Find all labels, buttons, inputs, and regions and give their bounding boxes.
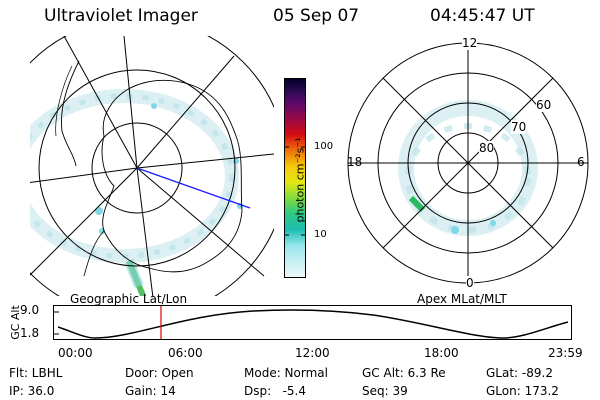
magnetic-polar-plot [347, 42, 589, 284]
mlt-label-0: 0 [466, 276, 474, 290]
instrument-title: Ultraviolet Imager [44, 6, 198, 26]
altitude-tick-high: 9.0 [20, 303, 40, 317]
left-panel-label: Geographic Lat/Lon [70, 292, 188, 306]
mlt-label-12: 12 [462, 36, 478, 50]
dsp-info: Dsp: -5.4 [244, 384, 307, 398]
time-label: 04:45:47 UT [430, 6, 535, 26]
time-tick-1800: 18:00 [424, 346, 459, 360]
seq-info: Seq: 39 [362, 384, 408, 398]
altitude-tick-low: 1.8 [20, 326, 40, 340]
mlat-label-70: 70 [511, 120, 527, 134]
ip-info: IP: 36.0 [9, 384, 55, 398]
mlat-label-80: 80 [479, 141, 495, 155]
mlt-label-6: 6 [577, 155, 585, 169]
gain-info: Gain: 14 [125, 384, 176, 398]
filter-info: Flt: LBHL [9, 366, 63, 380]
glon-info: GLon: 173.2 [486, 384, 559, 398]
altitude-curve [57, 309, 569, 339]
south-america-coast [61, 60, 80, 167]
antarctica-coastline [101, 79, 243, 273]
colorbar-tick-10: 10 [314, 229, 327, 240]
altitude-plot [53, 305, 572, 340]
colorbar-tick-100: 100 [314, 141, 334, 152]
color-scale-bar [284, 78, 306, 278]
mode-info: Mode: Normal [244, 366, 328, 380]
colorbar-unit-label: photon cm⁻²s⁻¹ [293, 137, 307, 223]
time-tick-0000: 00:00 [58, 346, 93, 360]
gc-alt-info: GC Alt: 6.3 Re [362, 366, 446, 380]
geographic-map [30, 36, 274, 296]
aurora-emission-left [30, 89, 243, 296]
time-tick-2359: 23:59 [548, 346, 583, 360]
date-label: 05 Sep 07 [273, 6, 360, 26]
right-panel-label: Apex MLat/MLT [417, 292, 507, 306]
time-tick-1200: 12:00 [295, 346, 330, 360]
mlat-label-60: 60 [536, 98, 552, 112]
door-info: Door: Open [125, 366, 194, 380]
mlt-label-18: 18 [347, 155, 363, 169]
time-tick-0600: 06:00 [168, 346, 203, 360]
glat-info: GLat: -89.2 [486, 366, 553, 380]
